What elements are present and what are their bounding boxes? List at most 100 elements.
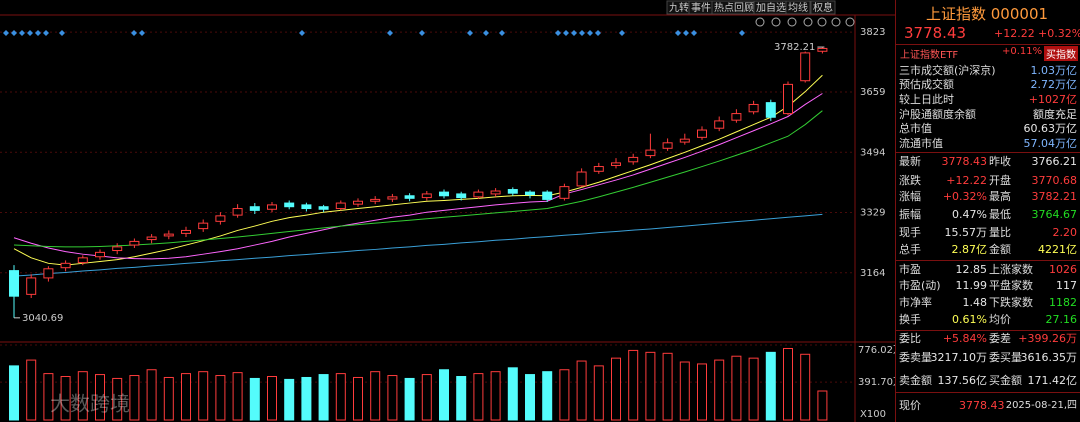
toolbar-button[interactable] bbox=[785, 0, 811, 15]
divider bbox=[896, 392, 1080, 393]
label: 平盘家数 bbox=[989, 279, 1033, 292]
value: 3770.68 bbox=[1031, 174, 1078, 187]
toolbar-label[interactable]: 事件 bbox=[691, 1, 711, 14]
volume-bar bbox=[301, 376, 312, 421]
label: 委买量 bbox=[989, 351, 1022, 364]
market-row: 换手 0.61% 均价 27.16 bbox=[899, 312, 1077, 328]
candle-body bbox=[26, 277, 37, 295]
divider bbox=[896, 330, 1080, 331]
volume-bar bbox=[181, 373, 191, 421]
summary-row: 预估成交额 2.72万亿 bbox=[899, 77, 1077, 93]
event-marker bbox=[131, 30, 137, 36]
label: 涨幅 bbox=[899, 190, 921, 203]
candle-body bbox=[301, 204, 312, 210]
divider bbox=[896, 152, 1080, 153]
buy-button[interactable]: 买指数 bbox=[1044, 46, 1078, 61]
volume-bar bbox=[129, 375, 140, 421]
volume-bar bbox=[697, 363, 707, 421]
value: 3217.10万 bbox=[930, 351, 988, 364]
y-tick-label: 3659 bbox=[860, 87, 885, 98]
event-marker bbox=[59, 30, 65, 36]
volume-bar bbox=[198, 371, 209, 421]
value: 3766.21 bbox=[1031, 155, 1078, 168]
value: 137.56亿 bbox=[937, 374, 988, 387]
y-tick-label: 3164 bbox=[860, 268, 885, 279]
candle-body bbox=[146, 236, 157, 241]
volume-bar bbox=[26, 359, 37, 421]
volume-unit: X100 bbox=[860, 409, 886, 420]
volume-bar bbox=[232, 372, 243, 421]
toolbar-label[interactable]: 均线 bbox=[788, 1, 808, 14]
event-marker bbox=[683, 30, 689, 36]
value: 额度充足 bbox=[1033, 108, 1077, 121]
toolbar-icon bbox=[831, 17, 841, 27]
value: 1026 bbox=[1049, 263, 1077, 276]
volume-bar bbox=[95, 374, 105, 421]
toolbar-button[interactable] bbox=[810, 0, 836, 15]
volume-bar bbox=[353, 376, 363, 421]
quote-row: 总手 2.87亿 金额 4221亿 bbox=[899, 242, 1077, 258]
candle-body bbox=[611, 162, 621, 166]
toolbar-label[interactable]: 九转 bbox=[669, 1, 689, 14]
label: 沪股通额度余额 bbox=[899, 108, 976, 121]
candle-body bbox=[404, 195, 415, 199]
toolbar-label[interactable]: 热点回顾 bbox=[714, 1, 754, 14]
volume-bar bbox=[611, 357, 621, 421]
volume-bar bbox=[714, 359, 725, 421]
candle-body bbox=[473, 191, 484, 198]
event-marker bbox=[739, 30, 745, 36]
label: 昨收 bbox=[989, 155, 1011, 168]
candle-body bbox=[714, 120, 725, 129]
candle-body bbox=[628, 156, 639, 163]
candle-body bbox=[525, 191, 535, 196]
candle-body bbox=[60, 262, 71, 269]
candle-body bbox=[267, 204, 277, 210]
event-marker bbox=[299, 30, 305, 36]
candle-body bbox=[95, 251, 105, 258]
toolbar-label[interactable]: 权息 bbox=[813, 1, 833, 14]
candle-body bbox=[765, 102, 776, 118]
candle-body bbox=[9, 270, 19, 297]
volume-bar bbox=[473, 373, 484, 421]
event-marker bbox=[467, 30, 473, 36]
summary-row: 三市成交额(沪深京) 1.03万亿 bbox=[899, 63, 1077, 79]
candle-body bbox=[387, 196, 398, 200]
watermark: 大数跨境 bbox=[50, 392, 130, 416]
toolbar-label[interactable]: 加自选 bbox=[756, 1, 786, 14]
panel-title: 上证指数 000001 bbox=[926, 5, 1049, 23]
label: 最高 bbox=[989, 190, 1011, 203]
candle-body bbox=[593, 166, 604, 172]
label: 现手 bbox=[899, 226, 921, 239]
high-label: 3782.21 bbox=[774, 42, 815, 53]
etf-name[interactable]: 上证指数ETF bbox=[900, 50, 959, 61]
volume-bar bbox=[525, 374, 535, 421]
label: 最新 bbox=[899, 155, 921, 168]
value: 4221亿 bbox=[1038, 243, 1077, 256]
volume-bar bbox=[404, 377, 415, 421]
volume-bar bbox=[731, 355, 742, 421]
value: 3616.35万 bbox=[1020, 351, 1078, 364]
toolbar-icon bbox=[755, 17, 765, 27]
label: 三市成交额(沪深京) bbox=[899, 64, 996, 77]
candle-body bbox=[679, 138, 690, 143]
value: 2.87亿 bbox=[951, 243, 988, 256]
event-marker bbox=[27, 30, 33, 36]
volume-bar bbox=[679, 361, 690, 421]
label: 委卖量 bbox=[899, 351, 932, 364]
toolbar-icon bbox=[787, 17, 797, 27]
quote-row: 现手 15.57万 量比 2.20 bbox=[899, 225, 1077, 241]
footer-row: 现价 3778.43 2025-08-21,四 bbox=[899, 398, 1077, 414]
label: 委差 bbox=[989, 332, 1011, 345]
volume-bar bbox=[783, 347, 793, 421]
v-tick-label: 776.02万 bbox=[858, 345, 895, 356]
volume-bar bbox=[249, 377, 260, 421]
event-marker bbox=[675, 30, 681, 36]
orders-row: 委卖量 3217.10万 委买量 3616.35万 bbox=[899, 350, 1077, 366]
label: 市净率 bbox=[899, 296, 932, 309]
volume-bar bbox=[77, 371, 88, 421]
candle-body bbox=[731, 113, 742, 121]
market-row: 市净率 1.48 下跌家数 1182 bbox=[899, 295, 1077, 311]
candle-body bbox=[645, 149, 656, 157]
candle-body bbox=[748, 103, 759, 113]
